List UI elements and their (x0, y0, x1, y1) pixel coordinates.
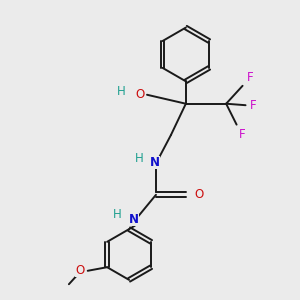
Text: H: H (135, 152, 143, 165)
Text: F: F (239, 128, 246, 141)
Text: F: F (250, 99, 257, 112)
Text: N: N (129, 213, 139, 226)
Text: H: H (117, 85, 125, 98)
Text: F: F (247, 71, 254, 84)
Text: O: O (135, 88, 145, 101)
Text: O: O (76, 264, 85, 277)
Text: H: H (113, 208, 122, 221)
Text: N: N (149, 156, 160, 169)
Text: O: O (194, 188, 203, 201)
